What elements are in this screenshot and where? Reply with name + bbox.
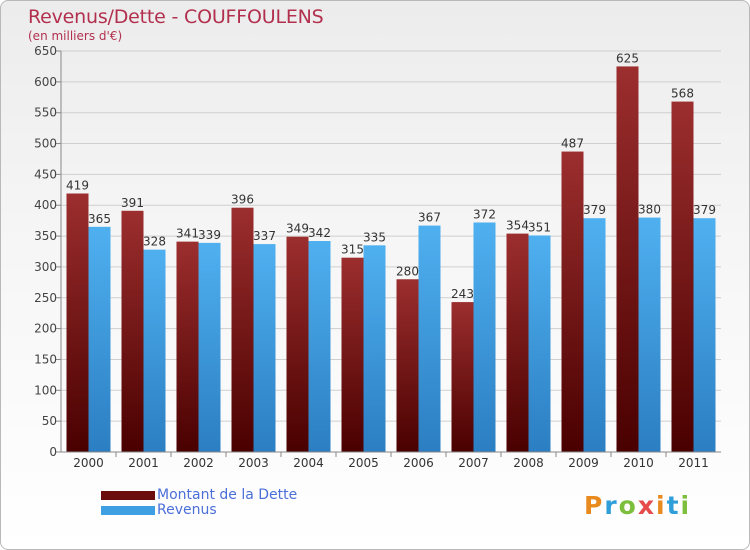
y-tick-label: 50 [42,414,57,428]
bar-dette [451,302,474,452]
bar-revenus [253,244,276,452]
data-label: 339 [198,228,221,242]
bar-dette [231,207,254,452]
bar-dette [176,241,199,452]
data-label: 568 [671,87,694,101]
data-label: 337 [253,229,276,243]
data-label: 487 [561,137,584,151]
bar-dette [506,233,529,452]
chart-subtitle: (en milliers d'€) [28,29,123,43]
legend-label-revenus: Revenus [157,502,217,518]
bar-revenus [473,222,496,452]
data-label: 379 [693,203,716,217]
bar-revenus [88,226,111,452]
bar-revenus [693,218,716,452]
x-tick-label: 2004 [293,456,324,470]
legend-label-dette: Montant de la Dette [157,487,298,503]
x-tick-label: 2010 [623,456,654,470]
data-label: 380 [638,203,661,217]
x-tick-label: 2007 [458,456,489,470]
data-label: 243 [451,287,474,301]
data-label: 351 [528,220,551,234]
y-tick-label: 450 [34,167,57,181]
bar-revenus [308,241,331,452]
logo-letter: r [604,491,619,520]
bar-dette [341,257,364,452]
bar-revenus [583,218,606,452]
logo-letter: i [656,491,667,520]
y-tick-label: 150 [34,352,57,366]
y-tick-label: 100 [34,383,57,397]
legend-item-revenus: Revenus [101,502,217,518]
chart-title: Revenus/Dette - COUFFOULENS [28,6,324,28]
y-tick-label: 250 [34,291,57,305]
y-tick-label: 650 [34,44,57,58]
data-label: 341 [176,227,199,241]
y-tick-label: 600 [34,75,57,89]
y-tick-label: 200 [34,322,57,336]
data-label: 391 [121,196,144,210]
bar-dette [66,193,89,453]
bar-dette [616,66,639,452]
x-tick-label: 2002 [183,456,214,470]
logo-letter: P [584,491,605,520]
y-tick-label: 550 [34,106,57,120]
data-label: 315 [341,243,364,257]
bar-dette [286,236,309,452]
proxiti-logo: Proxiti [584,491,691,520]
logo-letter: t [666,491,681,520]
x-tick-label: 2009 [568,456,599,470]
y-tick-label: 500 [34,137,57,151]
legend-swatch-revenus [101,505,155,515]
data-label: 335 [363,230,386,244]
bar-dette [396,279,419,452]
data-label: 419 [66,179,89,193]
data-label: 342 [308,226,331,240]
x-tick-label: 2005 [348,456,379,470]
data-label: 328 [143,235,166,249]
data-label: 367 [418,211,441,225]
axes: 0 50 100 150 200 250 300 350 400 450 500 550 600 650 2… [34,44,721,470]
data-label: 349 [286,222,309,236]
bar-revenus [418,225,441,452]
x-tick-label: 2001 [128,456,159,470]
x-tick-label: 2000 [73,456,104,470]
bar-dette [121,210,144,452]
bars [66,66,716,453]
data-label: 365 [88,212,111,226]
bar-revenus [198,242,221,452]
bar-revenus [143,249,166,452]
bar-dette [561,151,584,452]
data-label: 379 [583,203,606,217]
data-label: 354 [506,219,529,233]
grid-lines [61,50,721,453]
data-label: 372 [473,208,496,222]
bar-dette [671,101,694,452]
bar-revenus [638,217,661,452]
x-tick-label: 2006 [403,456,434,470]
logo-letter: o [618,491,638,520]
x-tick-label: 2008 [513,456,544,470]
data-label: 280 [396,264,419,278]
logo-letter: x [637,491,656,520]
y-tick-label: 300 [34,260,57,274]
bar-revenus [528,235,551,452]
x-tick-label: 2003 [238,456,269,470]
y-tick-label: 400 [34,198,57,212]
y-tick-label: 0 [49,445,57,459]
data-label: 396 [231,193,254,207]
bar-revenus [363,245,386,452]
legend-swatch-dette [101,490,155,500]
logo-letter: i [680,491,692,520]
x-tick-label: 2011 [678,456,709,470]
data-label: 625 [616,51,639,65]
legend-item-dette: Montant de la Dette [101,487,297,503]
y-tick-label: 350 [34,229,57,243]
